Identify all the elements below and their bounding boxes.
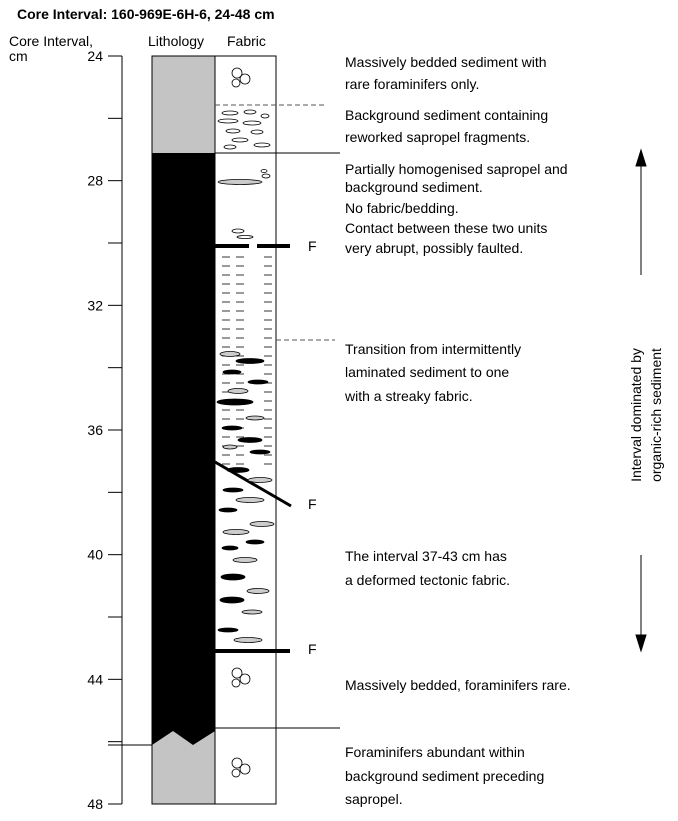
fabric-lens [223,445,237,449]
description: Contact between these two units [345,220,547,236]
depth-tick-label: 28 [87,173,103,189]
description: No fabric/bedding. [345,200,459,216]
description: reworked sapropel fragments. [345,129,530,145]
description: very abrupt, possibly faulted. [345,240,523,256]
description: a deformed tectonic fabric. [345,572,510,588]
fabric-lens [219,508,237,512]
fabric-lens [226,129,240,133]
depth-tick-label: 48 [87,796,103,812]
fabric-lens [261,170,267,173]
title: Core Interval: 160-969E-6H-6, 24-48 cm [17,6,275,22]
fabric-lens [218,180,262,185]
fault-label: F [308,496,317,512]
fabric-lens [222,546,238,550]
fabric-lens [236,498,264,503]
fabric-lens [238,438,262,443]
fabric-lens [246,416,264,420]
depth-header: Core Interval, [9,33,93,49]
fabric-lens [224,145,236,149]
description: with a streaky fabric. [344,388,473,404]
depth-tick-label: 40 [87,547,103,563]
fault-label: F [308,641,317,657]
fabric-lens [220,352,240,357]
fabric-lens [228,389,248,394]
fabric-lens [232,229,244,233]
lithology-column [152,56,276,804]
description: Partially homogenised sapropel and [345,161,568,177]
description: The interval 37-43 cm has [345,548,507,564]
description: Background sediment containing [345,107,548,123]
depth-tick-label: 36 [87,422,103,438]
lithology-header: Lithology [148,33,204,49]
core-log: Core Interval: 160-969E-6H-6, 24-48 cm C… [0,0,678,816]
fabric-lens [218,119,238,123]
depth-unit: cm [9,48,28,64]
fault-label: F [308,238,317,254]
description: laminated sediment to one [345,364,509,380]
description: background sediment. [345,179,483,195]
fabric-lens [236,359,264,364]
fabric-lens [237,236,253,239]
fabric-lens [247,589,269,594]
depth-tick-label: 32 [87,297,103,313]
fabric-lens [254,143,270,147]
side-label: organic-rich sediment [648,348,664,482]
fabric-lens [232,138,248,142]
description: rare foraminifers only. [345,76,479,92]
fabric-lens [222,426,242,430]
fabric-lens [243,121,261,125]
fabric-lens [223,370,241,374]
fabric-lens [223,488,243,492]
fabric-lens [244,110,256,114]
fabric-lens [218,628,238,632]
description: Massively bedded sediment with [345,54,547,70]
boundaries [215,105,340,728]
fabric-lens [248,380,268,384]
fabric-lens [223,530,249,535]
fabric-lens [227,468,249,473]
description: Transition from intermittently [345,341,521,357]
fabric-lens [233,558,257,563]
fabric-symbols [217,68,274,777]
fabric-lens [251,130,263,134]
description: Foraminifers abundant within [345,744,525,760]
description: Massively bedded, foraminifers rare. [345,677,571,693]
fabric-lens [242,610,262,614]
depth-tick-label: 44 [87,671,103,687]
fabric-lens [217,399,253,405]
description: background sediment preceding [345,768,544,784]
fabric-lens [250,450,270,454]
description: sapropel. [345,791,403,807]
fabric-header: Fabric [227,33,266,49]
fabric-lens [222,111,238,115]
fabric-lens [246,540,264,544]
fabric-lens [221,574,245,580]
fabric-lens [250,522,274,527]
depth-tick-label: 24 [87,48,103,64]
fabric-lens [220,597,244,603]
side-label: Interval dominated by [628,348,644,482]
fabric-lens [234,638,262,643]
fabric-lens [248,478,272,483]
fabric-lens [262,174,270,178]
fabric-lens [261,114,269,118]
